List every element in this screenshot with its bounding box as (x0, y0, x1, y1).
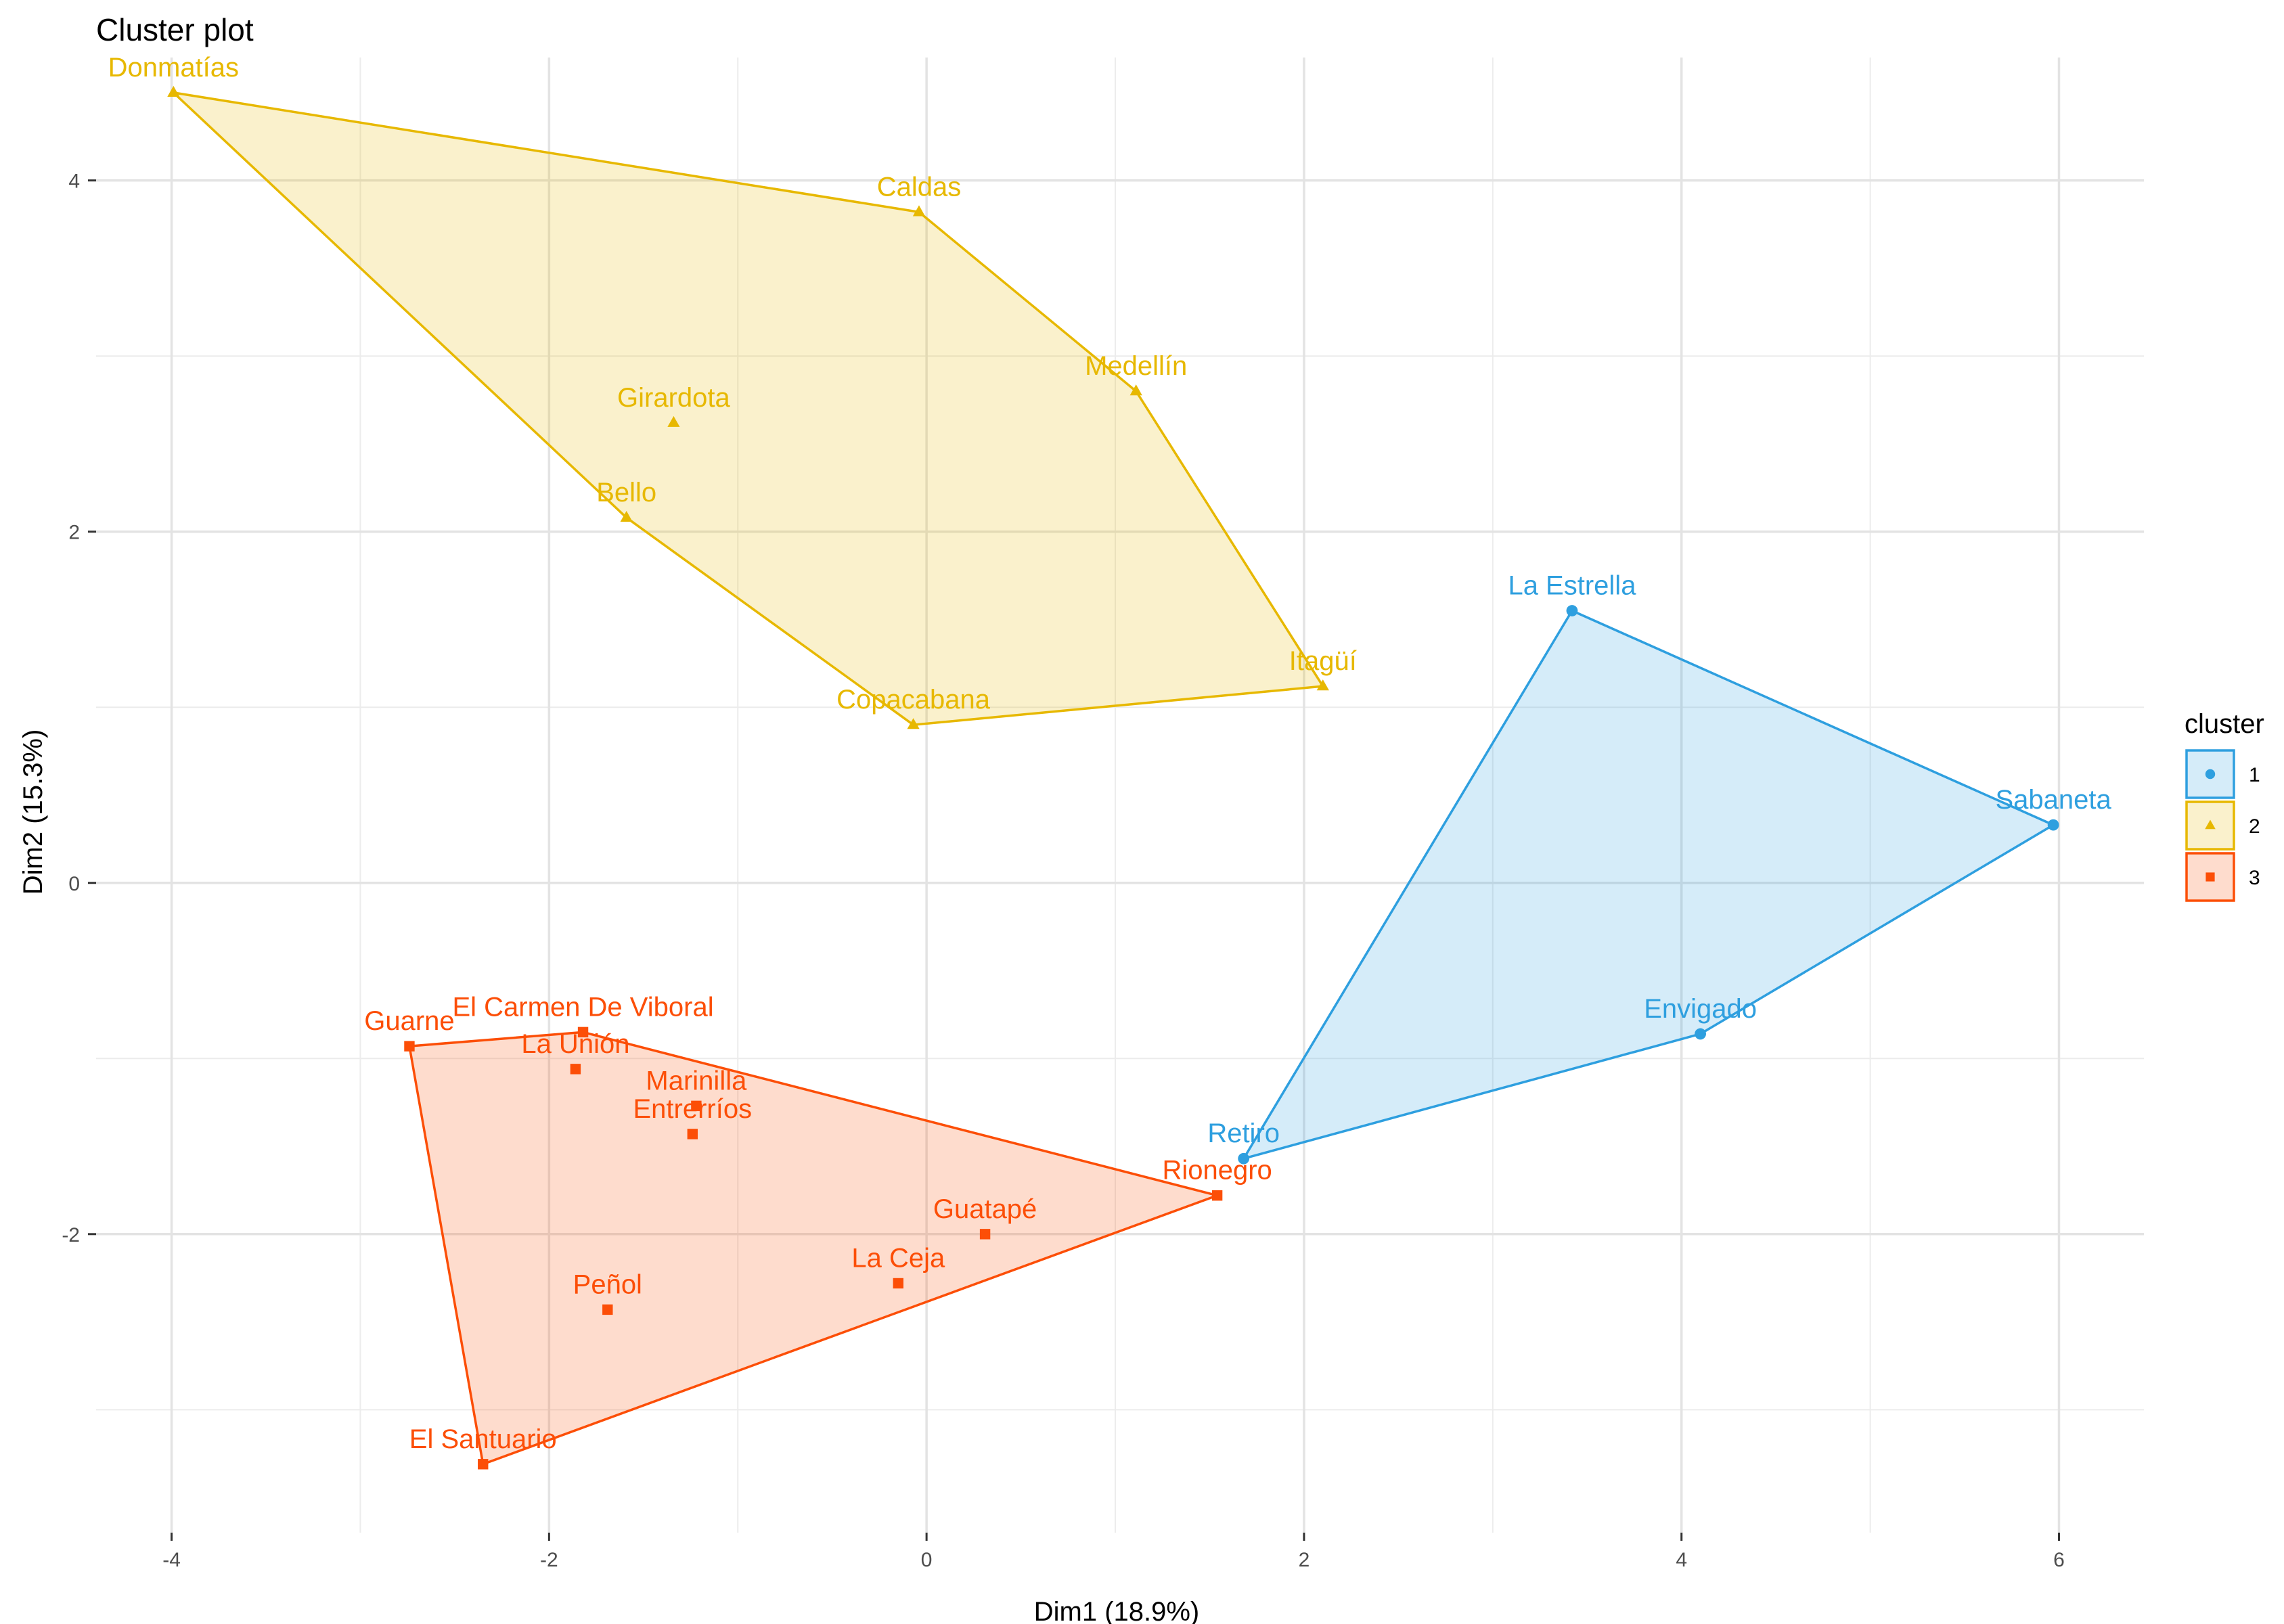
point-label: Entrerríos (633, 1094, 753, 1124)
point-label: Marinilla (646, 1066, 747, 1096)
point-label: Retiro (1207, 1119, 1280, 1148)
x-tick-label: 4 (1676, 1549, 1687, 1571)
data-point (907, 718, 920, 729)
grid-minor (96, 58, 2144, 1533)
point-label: La Ceja (851, 1243, 945, 1273)
data-point (2047, 819, 2059, 831)
legend-marker-2 (2205, 819, 2216, 830)
y-tick-label: -2 (62, 1224, 80, 1246)
point-label: Copacabana (836, 685, 991, 715)
x-axis: -4 -2 0 2 4 6 (162, 1533, 2065, 1571)
point-label: Envigado (1644, 994, 1757, 1024)
x-tick-label: -4 (162, 1549, 181, 1571)
y-axis: -2 0 2 4 (62, 171, 96, 1246)
data-point (620, 510, 633, 522)
point-labels: La Estrella Sabaneta Envigado Retiro Donmatí… (108, 53, 2112, 1454)
legend-label-2: 2 (2249, 815, 2260, 838)
x-tick-label: -2 (540, 1549, 558, 1571)
point-label: Guatapé (933, 1194, 1037, 1224)
point-label: Medellín (1085, 351, 1187, 381)
point-label: El Santuario (409, 1424, 557, 1454)
point-label: Peñol (573, 1269, 642, 1299)
data-point (893, 1278, 903, 1289)
point-label: Sabaneta (1995, 785, 2111, 815)
cluster-points (167, 85, 2059, 1470)
y-tick-label: 0 (68, 873, 80, 895)
data-point (1238, 1152, 1250, 1165)
legend-marker-3 (2205, 872, 2215, 882)
legend: cluster 1 2 3 (2185, 709, 2264, 902)
point-label: Bello (596, 478, 656, 508)
point-label: La Estrella (1508, 571, 1636, 601)
legend-label-1: 1 (2249, 764, 2260, 786)
data-point (691, 1100, 702, 1112)
data-point (404, 1041, 415, 1052)
x-tick-label: 6 (2053, 1549, 2065, 1571)
data-point (478, 1459, 489, 1470)
point-label: Donmatías (108, 53, 239, 83)
data-point (1695, 1028, 1706, 1040)
legend-items: 1 2 3 (2185, 749, 2260, 902)
x-tick-label: 0 (921, 1549, 933, 1571)
data-point (979, 1229, 991, 1240)
x-axis-title: Dim1 (18.9%) (1034, 1597, 1200, 1624)
chart-title: Cluster plot (96, 12, 254, 47)
point-label: Rionegro (1162, 1156, 1272, 1186)
data-point (602, 1304, 613, 1315)
point-label: Caldas (877, 172, 962, 202)
cluster-hulls (172, 91, 2055, 1466)
data-point (1129, 384, 1142, 396)
legend-title: cluster (2185, 709, 2264, 739)
y-tick-label: 2 (68, 522, 80, 544)
data-point (687, 1129, 698, 1140)
y-tick-label: 4 (68, 171, 80, 193)
data-point (570, 1064, 581, 1075)
grid-major (96, 58, 2144, 1533)
point-label: El Carmen De Viboral (452, 992, 713, 1022)
legend-label-3: 3 (2249, 867, 2260, 889)
point-label: La Unión (521, 1029, 629, 1059)
data-point (577, 1027, 589, 1038)
data-point (167, 85, 180, 97)
legend-marker-1 (2205, 769, 2216, 780)
data-point (1566, 605, 1578, 616)
point-label: Guarne (364, 1006, 454, 1036)
y-axis-title: Dim2 (15.3%) (18, 729, 48, 895)
point-label: Itagüí (1289, 646, 1357, 676)
point-label: Girardota (617, 383, 730, 413)
data-point (1316, 679, 1329, 691)
data-point (1211, 1190, 1223, 1201)
data-point (912, 205, 926, 217)
x-tick-label: 2 (1299, 1549, 1310, 1571)
data-point (667, 415, 680, 427)
